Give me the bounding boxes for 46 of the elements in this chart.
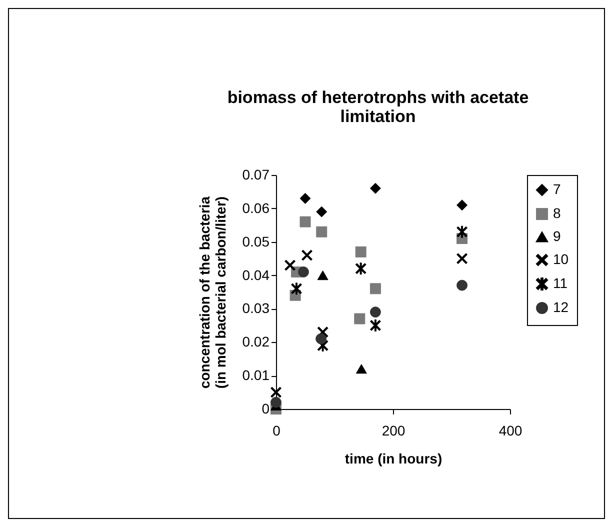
text: concentration of the bacteria xyxy=(196,196,212,389)
point xyxy=(270,396,282,408)
y-tick-label: 0.01 xyxy=(242,367,270,384)
y-tick-label: 0.07 xyxy=(242,166,270,182)
legend-label: 8 xyxy=(553,205,561,221)
legend-label: 12 xyxy=(553,299,569,315)
point xyxy=(370,283,381,294)
point xyxy=(300,216,311,228)
x-tick-label: 200 xyxy=(382,422,406,438)
point xyxy=(316,226,328,238)
point xyxy=(370,306,381,318)
legend-label: 10 xyxy=(553,251,569,267)
y-tick-label: 0.06 xyxy=(242,200,270,216)
point xyxy=(300,192,311,204)
legend-label: 9 xyxy=(553,228,561,244)
point xyxy=(356,364,367,374)
point xyxy=(355,262,366,275)
point xyxy=(270,386,282,398)
x-tick-label: 0 xyxy=(272,422,281,438)
y-tick-label: 0.05 xyxy=(242,233,270,250)
point xyxy=(316,333,327,344)
legend-label: 11 xyxy=(553,275,568,291)
point xyxy=(456,200,468,211)
y-tick-label: 0 xyxy=(262,400,270,416)
x-axis-title: time (in hours) xyxy=(344,450,442,466)
text: (in mol bacterial carbon/liter) xyxy=(212,196,228,389)
point xyxy=(302,250,312,261)
text: biomass of heterotrophs with acetate xyxy=(227,88,529,107)
point xyxy=(290,282,302,295)
y-tick-label: 0.04 xyxy=(242,266,270,283)
point xyxy=(456,253,468,264)
point xyxy=(298,266,309,278)
point xyxy=(317,270,328,280)
x-tick-label: 400 xyxy=(498,422,522,438)
point xyxy=(456,280,468,291)
point xyxy=(456,226,468,238)
point xyxy=(370,182,381,194)
point xyxy=(370,319,381,332)
y-tick-label: 0.02 xyxy=(242,334,270,350)
text: limitation xyxy=(340,107,416,126)
point xyxy=(355,246,366,258)
y-tick-label: 0.03 xyxy=(242,300,270,316)
point xyxy=(284,260,296,271)
legend-label: 7 xyxy=(553,181,561,197)
point xyxy=(316,206,328,218)
point xyxy=(354,313,366,324)
